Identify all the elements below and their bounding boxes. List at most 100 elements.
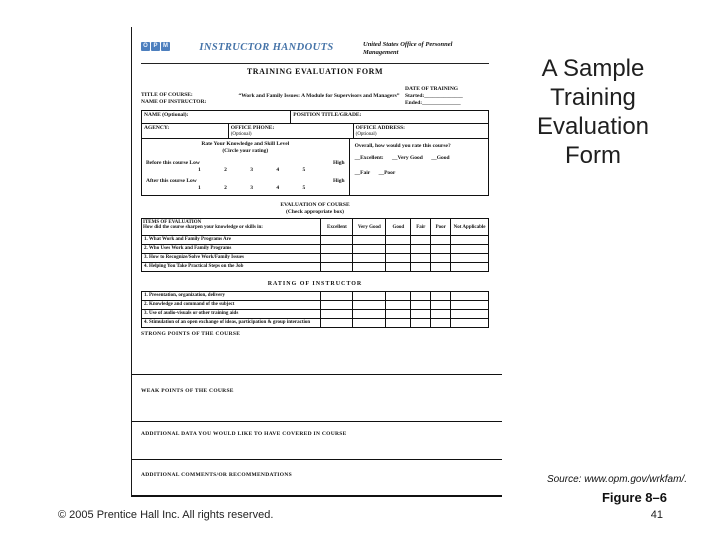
before-course-label: Before this course Low: [146, 160, 200, 166]
rating-cell: [430, 318, 452, 328]
masthead-title: INSTRUCTOR HANDOUTS: [199, 42, 334, 53]
rating-cell: [450, 309, 489, 319]
column-header-excellent: Excellent: [320, 218, 354, 236]
items-subheader-text: How did the course sharpen your knowledg…: [143, 225, 263, 230]
items-header-text: ITEMS OF EVALUATION: [143, 220, 202, 225]
rating-cell: [430, 244, 452, 254]
overall-option-poor: __Poor: [378, 170, 396, 176]
page-number: 41: [650, 509, 663, 521]
rating-cell: [430, 309, 452, 319]
rating-cell: [430, 291, 452, 301]
overall-option-very-good: __Very Good: [392, 155, 423, 161]
evaluation-subheading-text: (Check appropriate box): [286, 208, 344, 215]
rating-of-instructor-heading: RATING OF INSTRUCTOR: [267, 281, 363, 287]
overall-option-good: __Good: [431, 155, 450, 161]
additional-comments-label: ADDITIONAL COMMENTS/OR RECOMMENDATIONS: [141, 472, 292, 478]
training-evaluation-form-image: O P M INSTRUCTOR HANDOUTS United States …: [131, 27, 502, 497]
rating-cell: [352, 309, 387, 319]
rating-cell: [410, 235, 432, 245]
strong-points-label: STRONG POINTS OF THE COURSE: [141, 331, 241, 337]
rating-cell: [450, 318, 489, 328]
rating-cell: [410, 300, 432, 310]
rating-cell: [320, 318, 354, 328]
slide-title-line: Evaluation: [536, 113, 650, 140]
rating-cell: [450, 262, 489, 272]
rating-cell: [410, 291, 432, 301]
instructor-row: 1. Presentation, organization, delivery: [140, 291, 489, 301]
column-header-very-good: Very Good: [352, 218, 387, 236]
slide-title-line: Training: [550, 84, 636, 111]
identity-table: NAME (Optional): POSITION TITLE/GRADE: A…: [140, 110, 490, 139]
rating-cell: [450, 244, 489, 254]
rating-cell: [450, 253, 489, 263]
rating-cell: [430, 235, 452, 245]
evaluation-row: 2. Who Uses Work and Family Programs: [140, 244, 489, 254]
evaluation-item-label: 2. Who Uses Work and Family Programs: [140, 244, 322, 254]
column-header-good: Good: [385, 218, 412, 236]
slide-title-line: A Sample: [541, 55, 645, 82]
rating-cell: [320, 244, 354, 254]
opm-logo-letter: P: [151, 42, 160, 51]
office-address-note: (Optional): [355, 132, 377, 137]
rating-cell: [430, 300, 452, 310]
high-label: High: [332, 160, 345, 166]
title-of-course-label: TITLE OF COURSE:: [141, 92, 193, 98]
overall-option-fair: __Fair: [354, 170, 371, 176]
evaluation-item-label: 4. Helping You Take Practical Steps on t…: [140, 262, 322, 272]
date-of-training-block: DATE OF TRAINING Started:______________ …: [405, 86, 489, 107]
evaluation-row: 3. How to Recognize/Solve Work/Family Is…: [140, 253, 489, 263]
additional-data-section: ADDITIONAL DATA YOU WOULD LIKE TO HAVE C…: [132, 422, 502, 460]
after-course-label: After this course Low: [146, 178, 197, 184]
rating-cell: [385, 309, 412, 319]
rating-cell: [410, 318, 432, 328]
rating-cell: [352, 262, 387, 272]
rating-cell: [450, 235, 489, 245]
office-phone-field-cell: OFFICE PHONE: (Optional): [227, 123, 354, 139]
instructor-item-label: 2. Knowledge and command of the subject: [140, 300, 322, 310]
rating-cell: [320, 291, 354, 301]
evaluation-heading: EVALUATION OF COURSE (Check appropriate …: [141, 202, 489, 215]
rate-subheading: (Circle your rating): [222, 148, 269, 154]
instructor-row: 3. Use of audio-visuals or other trainin…: [140, 309, 489, 319]
overall-option-excellent: __Excellent:: [354, 155, 384, 161]
rating-cell: [352, 235, 387, 245]
date-of-training-label: DATE OF TRAINING: [405, 86, 459, 92]
rate-heading: Rate Your Knowledge and Skill Level: [201, 141, 290, 147]
course-evaluation-table: ITEMS OF EVALUATION How did the course s…: [140, 218, 489, 272]
masthead-organization: United States Office of Personnel Manage…: [363, 41, 453, 57]
overall-question: Overall, how would you rate this course?: [354, 143, 451, 149]
after-course-scale: 1 2 3 4 5: [198, 185, 306, 191]
instructor-item-label: 4. Stimulation of an open exchange of id…: [140, 318, 322, 328]
office-phone-label: OFFICE PHONE:: [230, 125, 275, 131]
column-header-fair: Fair: [410, 218, 432, 236]
rating-cell: [410, 244, 432, 254]
rating-cell: [320, 253, 354, 263]
evaluation-row: 1. What Work and Family Programs Are: [140, 235, 489, 245]
figure-label: Figure 8–6: [601, 490, 667, 505]
weak-points-section: WEAK POINTS OF THE COURSE: [132, 375, 502, 422]
additional-comments-section: ADDITIONAL COMMENTS/OR RECOMMENDATIONS: [132, 460, 502, 521]
form-title: TRAINING EVALUATION FORM: [246, 67, 384, 76]
rating-cell: [352, 318, 387, 328]
slide-title-line: Form: [565, 142, 621, 169]
rating-cell: [450, 291, 489, 301]
rating-cell: [410, 262, 432, 272]
course-info-row: TITLE OF COURSE: NAME OF INSTRUCTOR: “Wo…: [141, 86, 489, 107]
rating-cell: [385, 291, 412, 301]
rating-cell: [320, 309, 354, 319]
overall-rating-cell: Overall, how would you rate this course?…: [350, 139, 488, 195]
position-field-cell: POSITION TITLE/GRADE:: [290, 110, 489, 124]
instructor-row: 4. Stimulation of an open exchange of id…: [140, 318, 489, 328]
slide-title: A Sample Training Evaluation Form: [510, 54, 676, 170]
opm-logo-letter: O: [141, 42, 150, 51]
rating-cell: [385, 253, 412, 263]
started-field: Started:______________: [405, 93, 463, 99]
rating-cell: [385, 235, 412, 245]
masthead-divider: [141, 63, 489, 64]
copyright-notice: © 2005 Prentice Hall Inc. All rights res…: [58, 509, 274, 521]
opm-logo: O P M: [141, 42, 170, 51]
rating-cell: [430, 262, 452, 272]
rating-cell: [320, 300, 354, 310]
office-address-label: OFFICE ADDRESS:: [355, 125, 406, 131]
column-header-not-applicable: Not Applicable: [450, 218, 489, 236]
